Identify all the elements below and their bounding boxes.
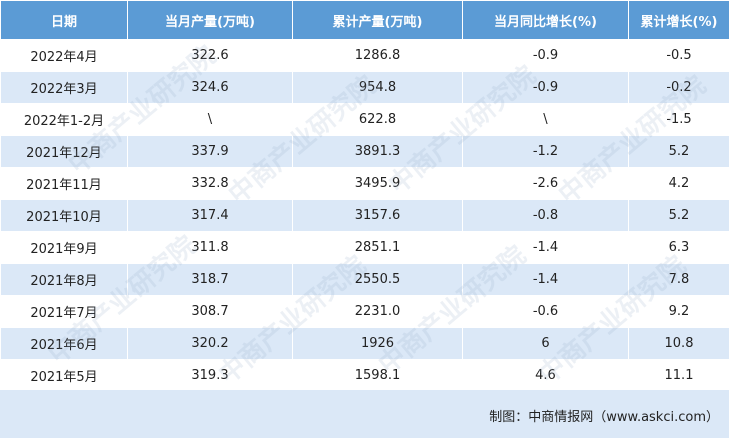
table-cell: 2022年4月 (0, 39, 128, 72)
table-cell: 2231.0 (292, 295, 463, 328)
table-cell: 324.6 (127, 71, 293, 104)
table-cell: -1.4 (462, 263, 629, 296)
column-header: 当月同比增长(%) (462, 0, 629, 40)
table-cell: -1.4 (462, 231, 629, 264)
header-row: 日期 当月产量(万吨) 累计产量(万吨) 当月同比增长(%) 累计增长(%) (0, 0, 729, 40)
table-row: 2021年5月 319.3 1598.1 4.6 11.1 (0, 359, 729, 392)
table-cell: 2851.1 (292, 231, 463, 264)
table-cell: -0.8 (462, 199, 629, 232)
table-cell: 5.2 (628, 199, 729, 232)
table-cell: 308.7 (127, 295, 293, 328)
column-header: 累计产量(万吨) (292, 0, 463, 40)
table-row: 2022年4月 322.6 1286.8 -0.9 -0.5 (0, 39, 729, 72)
table-cell: 332.8 (127, 167, 293, 200)
table-cell: 337.9 (127, 135, 293, 168)
table-cell: 3495.9 (292, 167, 463, 200)
table-cell: \ (127, 103, 293, 136)
table-cell: 6 (462, 327, 629, 360)
table-cell: 2021年5月 (0, 359, 128, 392)
table-cell: 5.2 (628, 135, 729, 168)
table-cell: -2.6 (462, 167, 629, 200)
table-cell: -0.9 (462, 39, 629, 72)
table-cell: 1598.1 (292, 359, 463, 392)
column-header: 当月产量(万吨) (127, 0, 293, 40)
table-cell: 2021年6月 (0, 327, 128, 360)
table-row: 2021年8月 318.7 2550.5 -1.4 7.8 (0, 263, 729, 296)
table-cell: 2021年10月 (0, 199, 128, 232)
table-row: 2022年3月 324.6 954.8 -0.9 -0.2 (0, 71, 729, 104)
table-cell: 318.7 (127, 263, 293, 296)
table-row: 2021年11月 332.8 3495.9 -2.6 4.2 (0, 167, 729, 200)
table-cell: 322.6 (127, 39, 293, 72)
footer: 制图：中商情报网（www.askci.com） (0, 390, 729, 438)
table-cell: -0.5 (628, 39, 729, 72)
table-row: 2022年1-2月 \ 622.8 \ -1.5 (0, 103, 729, 136)
table-cell: 954.8 (292, 71, 463, 104)
table-cell: 10.8 (628, 327, 729, 360)
table-row: 2021年10月 317.4 3157.6 -0.8 5.2 (0, 199, 729, 232)
table-cell: 311.8 (127, 231, 293, 264)
table-cell: \ (462, 103, 629, 136)
table-cell: 2021年11月 (0, 167, 128, 200)
table-row: 2021年7月 308.7 2231.0 -0.6 9.2 (0, 295, 729, 328)
table-cell: 1286.8 (292, 39, 463, 72)
table-cell: 2021年9月 (0, 231, 128, 264)
table-row: 2021年12月 337.9 3891.3 -1.2 5.2 (0, 135, 729, 168)
source-note: 制图：中商情报网（www.askci.com） (489, 410, 719, 425)
table-cell: -1.5 (628, 103, 729, 136)
table-cell: 4.6 (462, 359, 629, 392)
table-cell: 319.3 (127, 359, 293, 392)
table-cell: 2550.5 (292, 263, 463, 296)
table-cell: 2022年3月 (0, 71, 128, 104)
table-cell: 3157.6 (292, 199, 463, 232)
column-header: 累计增长(%) (628, 0, 729, 40)
table-cell: 11.1 (628, 359, 729, 392)
data-table: 日期 当月产量(万吨) 累计产量(万吨) 当月同比增长(%) 累计增长(%) 2022年… (0, 0, 729, 392)
table-cell: 2022年1-2月 (0, 103, 128, 136)
table-cell: 9.2 (628, 295, 729, 328)
table-cell: 7.8 (628, 263, 729, 296)
table-cell: -1.2 (462, 135, 629, 168)
table-cell: 2021年8月 (0, 263, 128, 296)
table-row: 2021年9月 311.8 2851.1 -1.4 6.3 (0, 231, 729, 264)
table-cell: -0.2 (628, 71, 729, 104)
table-cell: 2021年12月 (0, 135, 128, 168)
table-cell: -0.9 (462, 71, 629, 104)
table-row: 2021年6月 320.2 1926 6 10.8 (0, 327, 729, 360)
column-header: 日期 (0, 0, 128, 40)
table-cell: 317.4 (127, 199, 293, 232)
table-cell: 2021年7月 (0, 295, 128, 328)
table-cell: 1926 (292, 327, 463, 360)
table-cell: 4.2 (628, 167, 729, 200)
table-cell: -0.6 (462, 295, 629, 328)
table-cell: 6.3 (628, 231, 729, 264)
table-cell: 3891.3 (292, 135, 463, 168)
table-cell: 622.8 (292, 103, 463, 136)
table-cell: 320.2 (127, 327, 293, 360)
